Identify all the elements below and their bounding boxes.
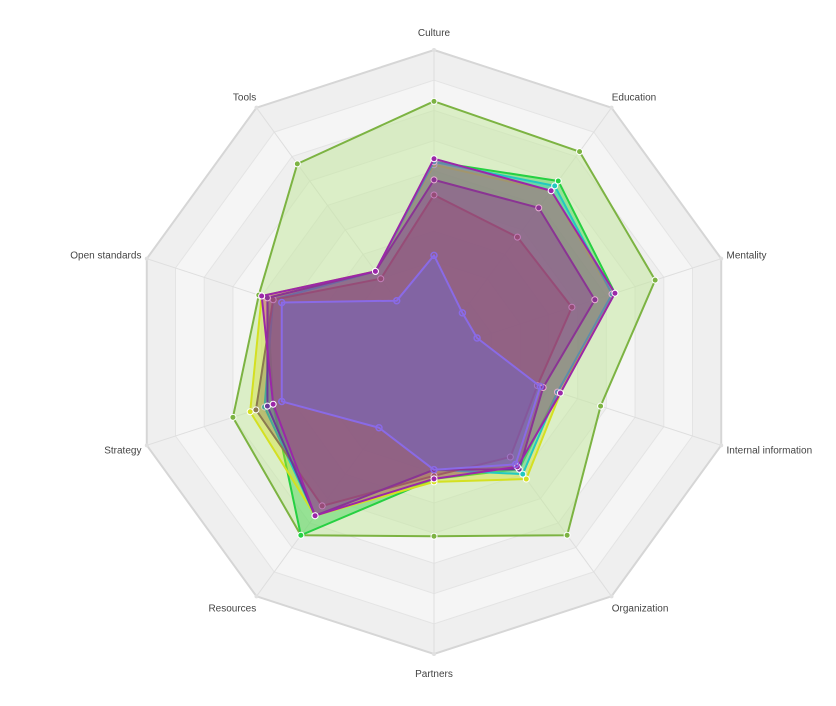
data-point[interactable] [547, 187, 555, 195]
data-point[interactable] [229, 413, 237, 421]
axis-label-open-standards: Open standards [70, 250, 141, 261]
axis-label-culture: Culture [418, 28, 451, 39]
data-point[interactable] [522, 475, 530, 483]
data-point[interactable] [568, 303, 576, 311]
data-point[interactable] [611, 289, 619, 297]
axis-labels: Culture Education Mentality Internal inform… [70, 28, 812, 680]
axis-end-dot [719, 256, 724, 261]
axis-end-dot [254, 594, 259, 599]
data-point[interactable] [576, 148, 584, 156]
data-point[interactable] [473, 334, 481, 342]
series-8 [278, 251, 545, 474]
data-point[interactable] [430, 191, 438, 199]
data-point[interactable] [554, 177, 562, 185]
axis-end-dot [609, 105, 614, 110]
data-point[interactable] [430, 251, 438, 260]
axis-end-dot [432, 48, 436, 52]
data-point[interactable] [651, 276, 659, 284]
data-point[interactable] [392, 296, 401, 305]
data-point[interactable] [258, 292, 266, 300]
data-point[interactable] [278, 298, 286, 307]
data-point[interactable] [563, 531, 571, 539]
axis-label-mentality: Mentality [727, 250, 767, 261]
data-point[interactable] [430, 155, 438, 163]
data-point[interactable] [269, 400, 277, 408]
axis-label-internal-information: Internal information [727, 446, 813, 457]
axis-end-dot [609, 594, 614, 599]
data-point[interactable] [551, 182, 559, 190]
radar-series [229, 97, 659, 540]
data-point[interactable] [430, 97, 438, 105]
axis-label-education: Education [612, 92, 656, 103]
data-point[interactable] [597, 402, 605, 410]
data-point[interactable] [519, 470, 527, 478]
data-point[interactable] [297, 531, 305, 539]
data-point[interactable] [511, 460, 520, 469]
axis-end-dot [144, 443, 149, 448]
data-point[interactable] [556, 389, 564, 397]
data-point[interactable] [375, 423, 383, 432]
axis-end-dot [254, 105, 259, 110]
axis-label-partners: Partners [415, 669, 453, 680]
data-point[interactable] [430, 532, 438, 540]
data-point[interactable] [458, 309, 467, 317]
data-point[interactable] [252, 406, 260, 414]
data-point[interactable] [591, 296, 599, 304]
data-point[interactable] [311, 512, 319, 520]
data-point[interactable] [318, 502, 326, 510]
axis-end-dot [144, 256, 149, 261]
data-point[interactable] [278, 397, 286, 406]
axis-label-organization: Organization [612, 604, 669, 615]
axis-label-tools: Tools [233, 92, 256, 103]
data-point[interactable] [430, 466, 438, 474]
data-point[interactable] [263, 402, 271, 410]
data-point[interactable] [506, 453, 514, 461]
data-point[interactable] [536, 382, 545, 391]
data-point[interactable] [513, 233, 521, 241]
data-point[interactable] [377, 275, 385, 283]
axis-label-strategy: Strategy [104, 446, 141, 457]
axis-end-dot [719, 443, 724, 448]
data-point[interactable] [293, 160, 301, 168]
data-point[interactable] [371, 267, 379, 275]
axis-end-dot [432, 652, 436, 656]
series-area [280, 254, 542, 471]
axis-label-resources: Resources [208, 604, 256, 615]
data-point[interactable] [246, 408, 254, 416]
data-point[interactable] [430, 176, 438, 184]
data-point[interactable] [430, 475, 438, 483]
data-point[interactable] [535, 204, 543, 212]
